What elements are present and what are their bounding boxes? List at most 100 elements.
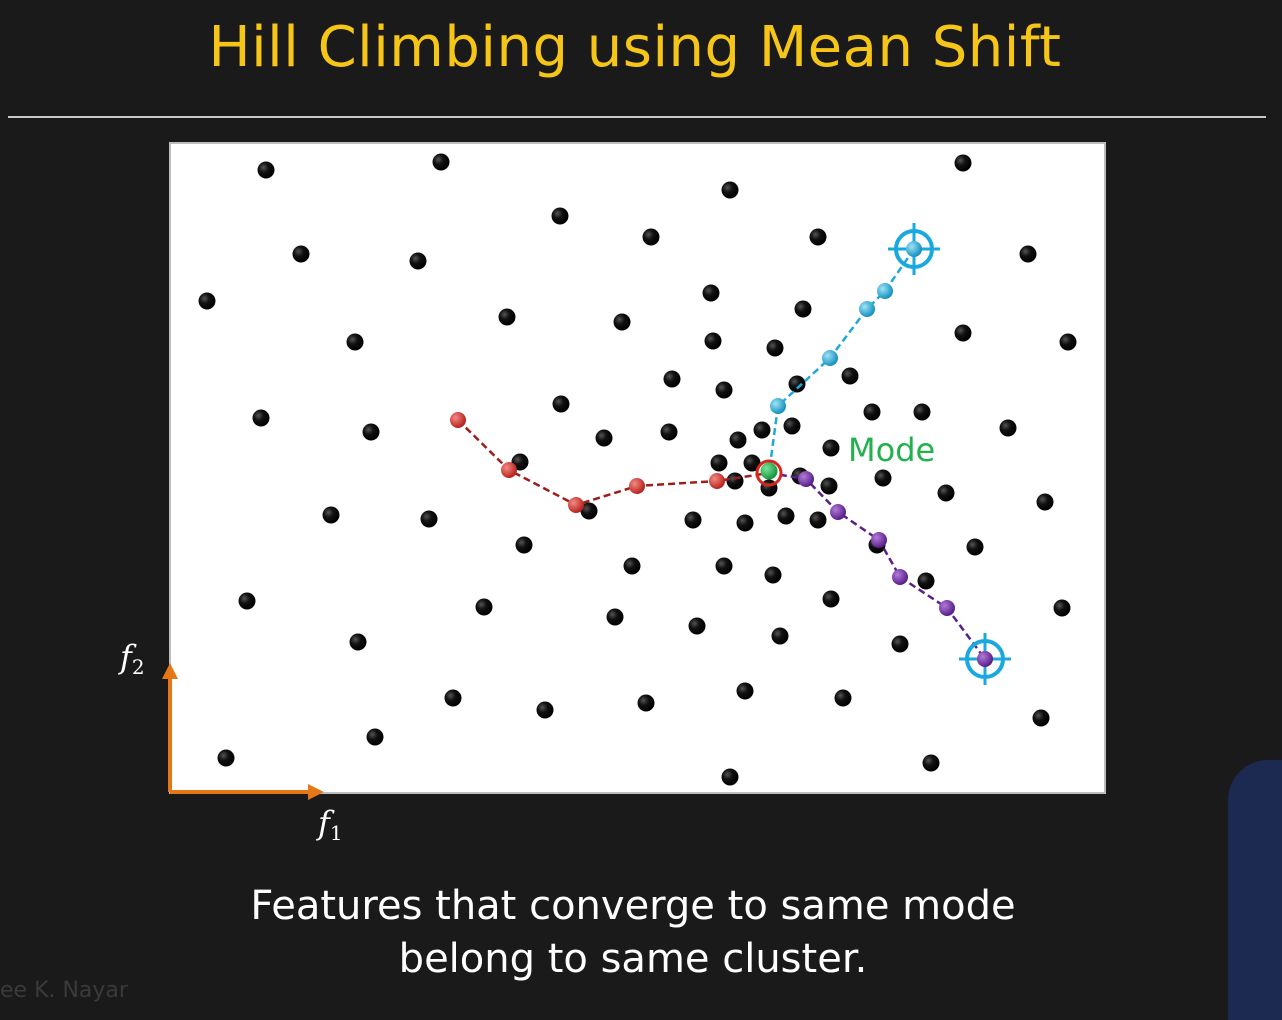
purple-path-point bbox=[871, 532, 887, 548]
blue-path-points bbox=[770, 283, 893, 414]
feature-point bbox=[606, 608, 624, 626]
feature-point bbox=[498, 308, 516, 326]
feature-point bbox=[684, 511, 702, 529]
feature-point bbox=[613, 313, 631, 331]
feature-point bbox=[809, 228, 827, 246]
feature-point bbox=[736, 514, 754, 532]
blue-path-point bbox=[770, 398, 786, 414]
blue-path-point bbox=[877, 283, 893, 299]
purple-path-point bbox=[830, 504, 846, 520]
feature-point bbox=[777, 507, 795, 525]
red-path-point bbox=[629, 478, 645, 494]
slide-title: Hill Climbing using Mean Shift bbox=[208, 15, 1062, 80]
caption-line-1: Features that converge to same mode bbox=[250, 883, 1016, 929]
feature-point bbox=[822, 439, 840, 457]
red-path-points bbox=[450, 412, 725, 513]
feature-point bbox=[420, 510, 438, 528]
feature-point bbox=[710, 454, 728, 472]
feature-point bbox=[766, 339, 784, 357]
axes bbox=[162, 663, 324, 800]
feature-point bbox=[238, 592, 256, 610]
feature-point bbox=[715, 557, 733, 575]
feature-point bbox=[663, 370, 681, 388]
target-crosshair-icon bbox=[959, 633, 1011, 685]
feature-points bbox=[198, 153, 1077, 786]
feature-point bbox=[721, 181, 739, 199]
feature-point bbox=[721, 768, 739, 786]
blue-path-point bbox=[822, 350, 838, 366]
feature-point bbox=[788, 375, 806, 393]
feature-point bbox=[937, 484, 955, 502]
author-watermark: ee K. Nayar bbox=[0, 978, 128, 1003]
feature-point bbox=[704, 332, 722, 350]
feature-point bbox=[1059, 333, 1077, 351]
feature-point bbox=[322, 506, 340, 524]
feature-point bbox=[966, 538, 984, 556]
purple-path-point bbox=[892, 569, 908, 585]
x-axis-label: f1 bbox=[316, 804, 343, 845]
feature-point bbox=[580, 502, 598, 520]
feature-point bbox=[764, 566, 782, 584]
feature-point bbox=[660, 423, 678, 441]
red-path-point bbox=[501, 462, 517, 478]
feature-point bbox=[362, 423, 380, 441]
feature-point bbox=[736, 682, 754, 700]
feature-point bbox=[954, 154, 972, 172]
feature-point bbox=[783, 417, 801, 435]
feature-point bbox=[715, 381, 733, 399]
feature-point bbox=[922, 754, 940, 772]
feature-point bbox=[637, 694, 655, 712]
mode-label: Mode bbox=[848, 431, 935, 469]
title-divider bbox=[8, 116, 1266, 118]
feature-point bbox=[536, 701, 554, 719]
caption-line-2: belong to same cluster. bbox=[398, 936, 868, 982]
feature-point bbox=[515, 536, 533, 554]
feature-point bbox=[794, 300, 812, 318]
feature-point bbox=[349, 633, 367, 651]
feature-point bbox=[217, 749, 235, 767]
feature-point bbox=[688, 617, 706, 635]
target-crosshair-icon bbox=[888, 223, 940, 275]
feature-point bbox=[702, 284, 720, 302]
mode-point bbox=[755, 459, 783, 487]
feature-point bbox=[552, 395, 570, 413]
feature-point bbox=[1032, 709, 1050, 727]
feature-point bbox=[820, 477, 838, 495]
feature-point bbox=[366, 728, 384, 746]
feature-point bbox=[257, 161, 275, 179]
red-path-point bbox=[450, 412, 466, 428]
feature-point bbox=[444, 689, 462, 707]
feature-point bbox=[891, 635, 909, 653]
feature-point bbox=[954, 324, 972, 342]
feature-point bbox=[913, 403, 931, 421]
feature-point bbox=[874, 469, 892, 487]
feature-point bbox=[432, 153, 450, 171]
feature-point bbox=[822, 590, 840, 608]
red-path-line bbox=[457, 419, 770, 507]
red-path-point bbox=[709, 473, 725, 489]
feature-point bbox=[1036, 493, 1054, 511]
feature-point bbox=[595, 429, 613, 447]
plot-area bbox=[169, 142, 1106, 794]
feature-point bbox=[252, 409, 270, 427]
feature-point bbox=[743, 454, 761, 472]
feature-point bbox=[999, 419, 1017, 437]
feature-point bbox=[623, 557, 641, 575]
presenter-figure bbox=[1228, 760, 1282, 1020]
feature-point bbox=[809, 511, 827, 529]
blue-path-point bbox=[859, 301, 875, 317]
feature-point bbox=[753, 421, 771, 439]
feature-point bbox=[292, 245, 310, 263]
feature-point bbox=[346, 333, 364, 351]
feature-point bbox=[475, 598, 493, 616]
feature-point bbox=[198, 292, 216, 310]
y-axis-label: f2 bbox=[118, 638, 145, 679]
feature-point bbox=[834, 689, 852, 707]
feature-point bbox=[729, 431, 747, 449]
feature-point bbox=[409, 252, 427, 270]
feature-point bbox=[642, 228, 660, 246]
purple-path-point bbox=[939, 600, 955, 616]
feature-point bbox=[551, 207, 569, 225]
feature-point bbox=[841, 367, 859, 385]
